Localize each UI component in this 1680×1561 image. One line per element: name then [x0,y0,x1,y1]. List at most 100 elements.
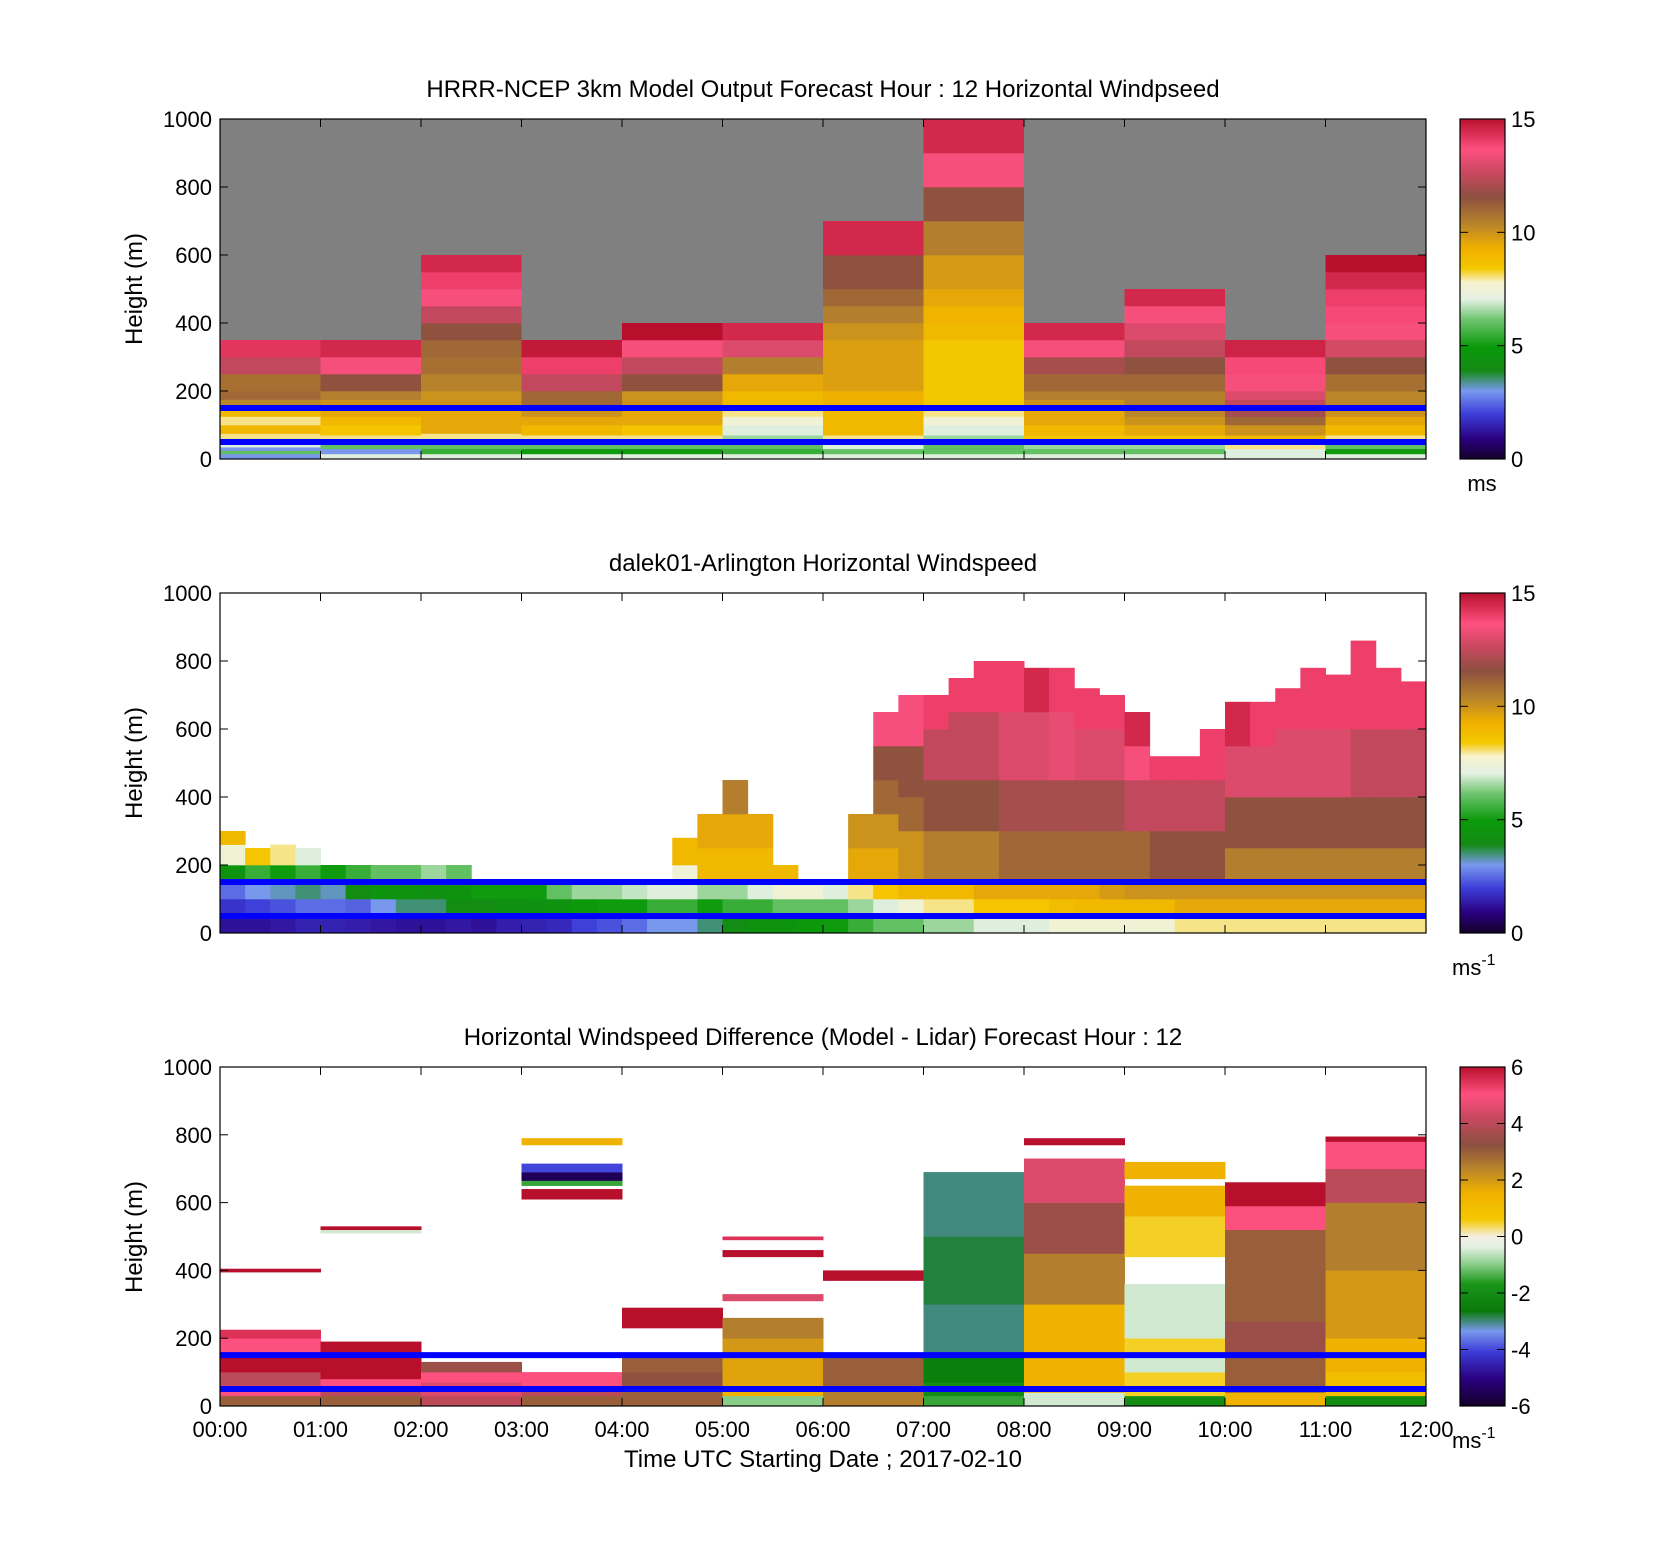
heatmap-cell [521,416,623,426]
heatmap-cell [421,1372,522,1383]
heatmap-cell [345,882,372,900]
heatmap-cell [1325,1202,1426,1271]
heatmap-cell [220,1395,321,1406]
heatmap-cell [1325,848,1352,883]
heatmap-cell [320,1226,422,1231]
heatmap-cell [295,882,321,900]
heatmap-cell [1024,374,1125,392]
heatmap-cell [546,916,573,933]
heatmap-cell [1325,916,1352,933]
heatmap-cell [1024,780,1050,832]
heatmap-cell [1174,756,1201,781]
heatmap-cell [722,916,749,933]
heatmap-cell [220,391,321,400]
heatmap-cell [496,882,522,900]
heatmap-cell [320,1229,422,1234]
heatmap-cell [772,916,799,933]
heatmap-cell [797,916,824,933]
heatmap-cell [421,391,522,409]
panel-difference-ylabel: Height (m) [121,1181,148,1293]
heatmap-cell [948,712,975,781]
panel-difference-colorbar-ticks: -6 -4 -2 0 2 4 6 [1460,1055,1531,1419]
heatmap-cell [320,1341,422,1356]
heatmap-cell [622,391,723,409]
heatmap-cell [923,695,950,730]
heatmap-cell [1174,882,1201,900]
heatmap-cell [421,1361,522,1373]
heatmap-cell [722,453,824,459]
heatmap-cell [1325,425,1426,436]
heatmap-cell [1124,435,1226,443]
heatmap-cell [697,882,723,900]
heatmap-cell [1174,899,1201,917]
heatmap-cell [395,865,422,883]
heatmap-cell [1325,306,1426,324]
heatmap-cell [320,399,422,409]
heatmap-cell [1325,323,1426,341]
heatmap-cell [772,865,799,883]
heatmap-cell [823,916,849,933]
panel-model-ylabel: Height (m) [121,233,148,345]
heatmap-cell [622,899,648,917]
heatmap-cell [1300,899,1326,917]
heatmap-cell [1375,916,1402,933]
heatmap-cell [873,848,899,883]
heatmap-cell [848,916,874,933]
heatmap-cell [1124,1372,1226,1397]
heatmap-cell [998,899,1025,917]
heatmap-cell [1024,1202,1125,1254]
heatmap-cell [1124,453,1226,459]
heatmap-cell [421,306,522,324]
heatmap-cell [1325,1141,1426,1169]
heatmap-cell [1024,399,1125,409]
heatmap-cell [1250,701,1276,747]
heatmap-cell [1124,1338,1226,1356]
colorbar-tick-label: -2 [1511,1281,1531,1306]
heatmap-cell [998,882,1025,900]
heatmap-cell [471,916,497,933]
heatmap-cell [722,435,824,443]
heatmap-cell [1400,916,1426,933]
heatmap-cell [697,916,723,933]
colorbar-tick-label: 5 [1511,334,1523,359]
heatmap-cell [747,899,774,917]
heatmap-cell [1225,374,1326,392]
heatmap-cell [345,865,372,883]
heatmap-cell [320,916,347,933]
heatmap-cell [1024,425,1125,436]
y-tick-label: 600 [175,717,212,742]
heatmap-cell [1024,448,1125,455]
colorbar-tick-label: 5 [1511,808,1523,833]
heatmap-cell [421,448,522,455]
heatmap-cell [220,357,321,375]
heatmap-cell [1149,756,1176,781]
heatmap-cell [320,1378,422,1386]
heatmap-cell [220,425,321,434]
heatmap-cell [873,780,899,815]
heatmap-cell [1049,899,1075,917]
heatmap-cell [220,865,246,883]
heatmap-cell [1074,780,1100,832]
heatmap-cell [220,340,321,358]
heatmap-cell [1124,1161,1226,1180]
heatmap-cell [1024,357,1125,375]
heatmap-cell [722,848,749,883]
heatmap-cell [220,443,321,448]
heatmap-cell [270,899,296,917]
heatmap-cell [1275,899,1301,917]
heatmap-cell [898,797,924,832]
heatmap-cell [220,1338,321,1356]
heatmap-cell [923,119,1025,154]
heatmap-cell [923,1395,1025,1406]
heatmap-cell [521,442,623,450]
heatmap-cell [1024,435,1125,443]
heatmap-cell [622,882,648,900]
heatmap-cell [571,916,598,933]
heatmap-cell [923,1355,1025,1383]
heatmap-cell [923,453,1025,459]
heatmap-cell [923,882,950,900]
heatmap-cell [521,1372,623,1386]
heatmap-cell [973,712,1000,781]
no-data-cell [1225,119,1326,340]
heatmap-cell [923,221,1025,256]
